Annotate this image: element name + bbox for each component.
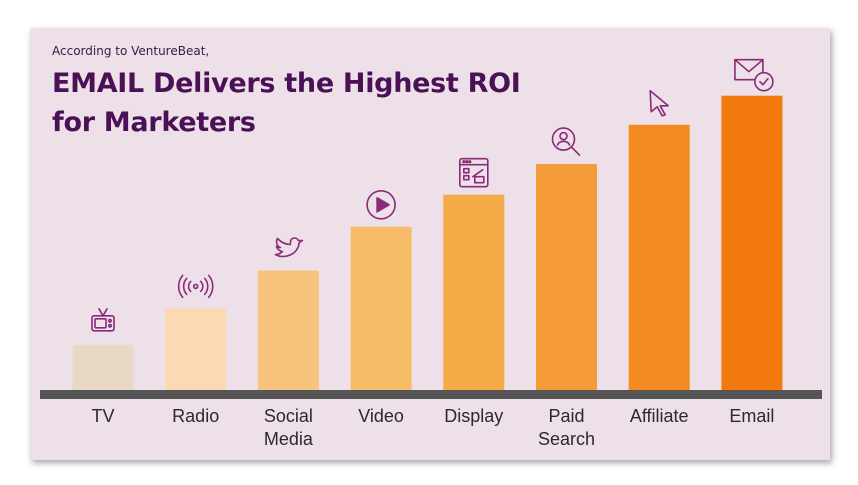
- x-axis-baseline: [40, 390, 822, 399]
- category-label-tv: TV: [58, 405, 148, 428]
- bar-social-media: [257, 270, 319, 390]
- category-label-email: Email: [707, 405, 797, 428]
- category-label-affiliate: Affiliate: [614, 405, 704, 428]
- category-label-line: Video: [358, 406, 404, 426]
- category-label-line: Media: [263, 429, 313, 449]
- bar-display: [443, 194, 505, 390]
- bar-radio: [165, 308, 227, 390]
- radio-icon: [177, 274, 214, 299]
- category-label-line: TV: [91, 406, 115, 426]
- category-label-line: Radio: [172, 406, 220, 426]
- chart-subtitle: According to VentureBeat,: [52, 44, 210, 58]
- category-label-line: Affiliate: [629, 406, 689, 426]
- chart-card: [30, 28, 830, 460]
- category-label-display: Display: [429, 405, 519, 428]
- category-label-paid-search: Paid Search: [522, 405, 612, 451]
- tv-icon: [91, 307, 115, 332]
- category-label-line: Search: [537, 429, 596, 449]
- chart-title: EMAIL Delivers the Highest ROI for Marke…: [52, 68, 521, 138]
- twitter-bird-icon: [274, 237, 304, 258]
- bar-paid-search: [536, 164, 597, 390]
- category-label-line: Social: [263, 406, 313, 426]
- bar-email: [721, 95, 783, 390]
- category-label-radio: Radio: [151, 405, 241, 428]
- category-label-social-media: Social Media: [243, 405, 333, 451]
- play-icon: [366, 190, 396, 220]
- search-person-icon: [551, 127, 581, 156]
- bar-affiliate: [628, 124, 690, 391]
- category-label-video: Video: [336, 405, 426, 428]
- email-check-icon: [734, 58, 774, 92]
- category-label-line: Display: [444, 406, 504, 426]
- category-label-line: Email: [729, 406, 775, 426]
- display-window-icon: [458, 157, 489, 188]
- bar-tv: [72, 344, 134, 390]
- cursor-icon: [649, 90, 670, 117]
- category-label-line: Paid: [548, 406, 585, 426]
- bar-video: [350, 226, 412, 390]
